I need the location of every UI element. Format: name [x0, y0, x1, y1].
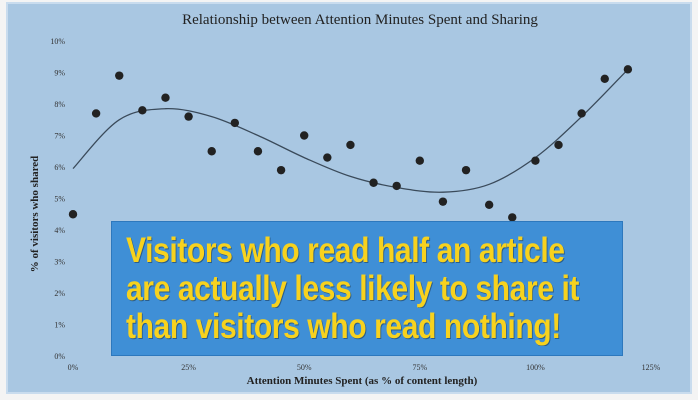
- data-point: [230, 118, 240, 128]
- callout-box: Visitors who read half an article are ac…: [111, 221, 623, 356]
- data-point: [91, 109, 101, 118]
- y-tick-label: 5%: [54, 195, 65, 204]
- callout-line-1: Visitors who read half an article: [126, 231, 565, 270]
- callout-line-3: than visitors who read nothing!: [126, 307, 561, 346]
- data-point: [554, 140, 563, 150]
- data-point: [346, 140, 355, 150]
- chart-title: Relationship between Attention Minutes S…: [182, 12, 538, 28]
- y-tick-label: 4%: [54, 226, 65, 235]
- data-point: [161, 93, 170, 102]
- data-point: [508, 213, 517, 222]
- y-axis-label: % of visitors who shared: [29, 156, 41, 273]
- data-points: [68, 65, 633, 222]
- data-point: [392, 181, 401, 191]
- x-tick-label: 0%: [68, 363, 79, 372]
- y-tick-label: 9%: [54, 69, 65, 78]
- data-point: [115, 71, 124, 80]
- data-point: [369, 178, 378, 187]
- y-tick-label: 2%: [54, 289, 65, 298]
- data-point: [253, 147, 263, 156]
- data-point: [484, 200, 494, 209]
- x-tick-label: 125%: [642, 363, 661, 372]
- data-point: [276, 165, 286, 175]
- y-tick-label: 7%: [54, 132, 65, 141]
- y-tick-label: 10%: [50, 37, 65, 46]
- x-tick-label: 100%: [526, 363, 545, 372]
- data-point: [184, 112, 193, 121]
- data-point: [577, 109, 586, 118]
- callout-line-2: are actually less likely to share it: [126, 269, 580, 308]
- x-tick-label: 75%: [412, 363, 427, 372]
- y-tick-labels: 0% 1% 2% 3% 4% 5% 6% 7% 8% 9% 10%: [50, 37, 65, 361]
- y-tick-label: 1%: [54, 321, 65, 330]
- y-tick-label: 6%: [54, 163, 65, 172]
- data-point: [300, 131, 309, 140]
- data-point: [415, 156, 424, 165]
- y-tick-label: 3%: [54, 258, 65, 267]
- data-point: [323, 153, 332, 162]
- x-tick-labels: 0% 25% 50% 75% 100% 125%: [68, 363, 661, 372]
- x-tick-label: 25%: [181, 363, 196, 372]
- trend-line: [72, 68, 629, 193]
- data-point: [600, 74, 609, 84]
- data-point: [207, 147, 216, 156]
- y-tick-label: 8%: [54, 100, 65, 109]
- data-point: [461, 165, 471, 175]
- x-axis-label: Attention Minutes Spent (as % of content…: [247, 375, 478, 387]
- data-point: [531, 156, 540, 165]
- data-point: [68, 210, 78, 219]
- x-tick-label: 50%: [297, 363, 312, 372]
- data-point: [138, 106, 147, 115]
- y-tick-label: 0%: [54, 352, 65, 361]
- data-point: [438, 197, 448, 206]
- data-point: [623, 65, 633, 74]
